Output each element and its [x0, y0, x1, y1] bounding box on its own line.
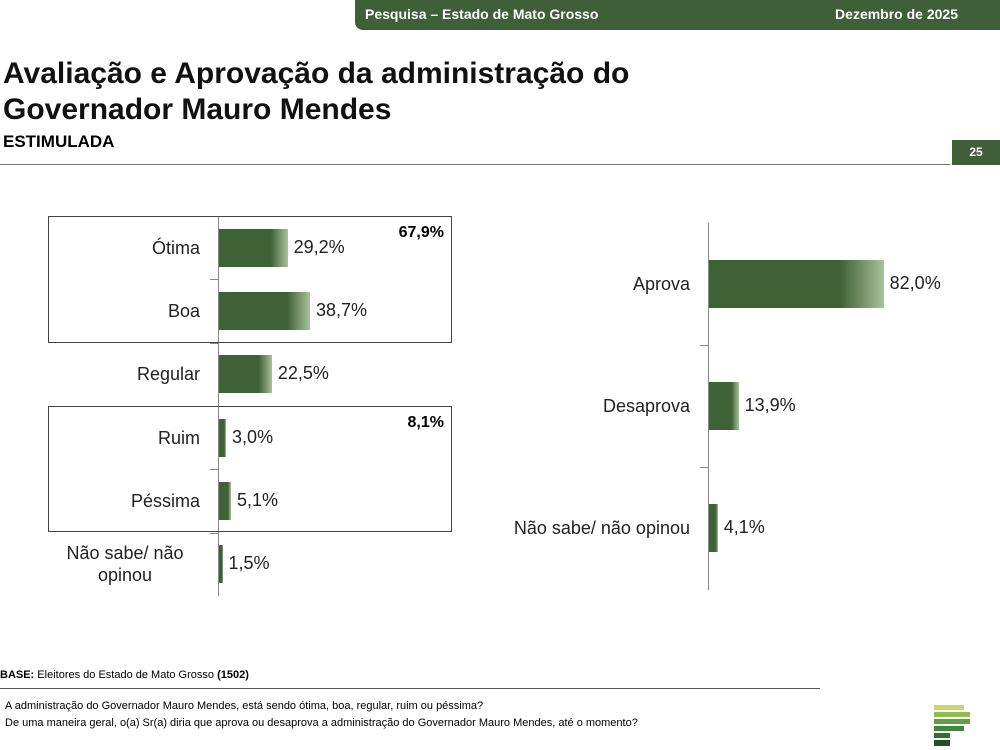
- rule: [0, 164, 950, 165]
- subtitle: ESTIMULADA: [3, 132, 115, 151]
- category-label: Não sabe/ não opinou: [513, 518, 690, 538]
- category-tick: [210, 469, 218, 471]
- value-label: 38,7%: [315, 299, 367, 320]
- value-label: 82,0%: [889, 273, 941, 293]
- value-label: 22,5%: [277, 363, 329, 384]
- value-label: 5,1%: [236, 489, 279, 510]
- base-count: (1502): [217, 669, 249, 681]
- base-note: BASE: Eleitores do Estado de Mato Grosso…: [0, 669, 249, 681]
- date: Dezembro de 2025: [835, 6, 958, 22]
- category-tick: [700, 467, 708, 468]
- questions: A administração do Governador Mauro Mend…: [5, 698, 638, 732]
- group-total: 67,9%: [398, 224, 444, 241]
- survey: Pesquisa – Estado de Mato Grosso: [365, 6, 599, 22]
- category-tick: [210, 532, 218, 534]
- category-label: Ótima: [151, 237, 200, 258]
- base-text: Eleitores do Estado de Mato Grosso: [37, 669, 215, 681]
- group-box: [48, 405, 452, 533]
- bar: [219, 291, 310, 330]
- category-label: Péssima: [130, 490, 200, 511]
- bar: [219, 481, 231, 520]
- title: Avaliação e Aprovação da administração d…: [3, 57, 630, 126]
- category-label: Ruim: [157, 427, 200, 448]
- category-label: Regular: [136, 364, 200, 385]
- bar: [219, 418, 227, 457]
- value-label: 1,5%: [228, 553, 270, 574]
- header-bar: Pesquisa – Estado de Mato Grosso Dezembr…: [355, 0, 1000, 30]
- bar: [709, 504, 718, 552]
- question: De uma maneira geral, o(a) Sr(a) diria q…: [5, 717, 638, 729]
- category-label: Desaprova: [602, 396, 690, 416]
- value-label: 13,9%: [744, 395, 796, 415]
- bar: [219, 355, 272, 394]
- group-box: [48, 216, 452, 343]
- base-label: BASE:: [0, 669, 35, 681]
- bar: [709, 260, 884, 308]
- category-tick: [700, 345, 708, 346]
- logo: [934, 705, 970, 746]
- value-label: 4,1%: [723, 517, 765, 537]
- group-total: 8,1%: [407, 413, 444, 431]
- footer-rule: [0, 688, 820, 689]
- question: A administração do Governador Mauro Mend…: [5, 700, 484, 712]
- axis-line: [708, 223, 709, 590]
- category-tick: [210, 342, 218, 344]
- category-label: Aprova: [632, 274, 690, 294]
- bar: [219, 545, 223, 584]
- category-tick: [210, 279, 218, 281]
- bar: [709, 382, 739, 430]
- category-label: Não sabe/ não opinou: [66, 543, 184, 586]
- category-label: Boa: [167, 300, 200, 321]
- value-label: 3,0%: [232, 426, 274, 447]
- bar: [219, 228, 288, 267]
- value-label: 29,2%: [293, 236, 345, 257]
- page-number: 25: [952, 140, 1000, 165]
